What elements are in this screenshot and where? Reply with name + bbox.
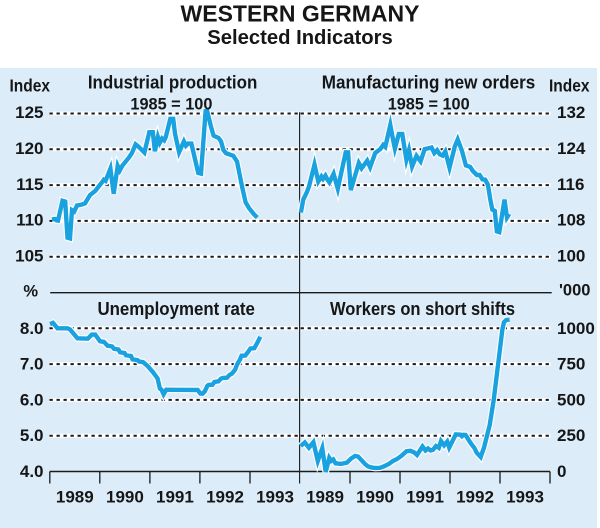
- svg-text:116: 116: [557, 175, 584, 194]
- svg-text:1991: 1991: [156, 487, 194, 506]
- svg-text:1989: 1989: [306, 487, 344, 506]
- svg-text:8.0: 8.0: [20, 319, 44, 338]
- svg-text:115: 115: [16, 175, 43, 194]
- svg-text:108: 108: [557, 211, 585, 230]
- svg-text:Index: Index: [549, 76, 590, 96]
- svg-text:124: 124: [557, 139, 586, 158]
- svg-text:4.0: 4.0: [20, 462, 44, 481]
- svg-text:Industrial production: Industrial production: [88, 72, 258, 93]
- svg-text:125: 125: [15, 103, 43, 122]
- svg-text:100: 100: [557, 246, 585, 265]
- svg-text:1985 = 100: 1985 = 100: [388, 94, 470, 113]
- svg-text:7.0: 7.0: [20, 355, 44, 374]
- svg-text:1989: 1989: [56, 487, 94, 506]
- svg-text:1993: 1993: [506, 487, 544, 506]
- svg-text:5.0: 5.0: [20, 426, 44, 445]
- svg-text:WESTERN GERMANY: WESTERN GERMANY: [181, 1, 420, 27]
- svg-text:1990: 1990: [356, 487, 394, 506]
- svg-text:105: 105: [15, 246, 43, 265]
- svg-text:120: 120: [15, 139, 43, 158]
- svg-text:Index: Index: [10, 76, 51, 96]
- svg-text:Selected Indicators: Selected Indicators: [207, 26, 393, 49]
- svg-text:1991: 1991: [406, 487, 444, 506]
- svg-text:1000: 1000: [557, 319, 595, 338]
- svg-text:Unemployment rate: Unemployment rate: [97, 298, 255, 319]
- svg-text:'000: '000: [559, 282, 590, 300]
- svg-text:1992: 1992: [206, 487, 244, 506]
- svg-text:110: 110: [16, 211, 43, 230]
- svg-text:1993: 1993: [256, 487, 294, 506]
- svg-text:132: 132: [557, 103, 585, 122]
- svg-text:500: 500: [557, 390, 585, 409]
- svg-text:6.0: 6.0: [20, 390, 44, 409]
- svg-text:750: 750: [557, 355, 585, 374]
- svg-text:250: 250: [557, 426, 585, 445]
- svg-text:Workers on short shifts: Workers on short shifts: [330, 298, 515, 319]
- svg-text:0: 0: [557, 462, 566, 481]
- svg-text:1992: 1992: [456, 487, 494, 506]
- svg-text:Manufacturing new orders: Manufacturing new orders: [322, 72, 536, 93]
- svg-text:%: %: [23, 283, 38, 301]
- svg-text:1985 = 100: 1985 = 100: [130, 94, 212, 113]
- svg-text:1990: 1990: [106, 487, 144, 506]
